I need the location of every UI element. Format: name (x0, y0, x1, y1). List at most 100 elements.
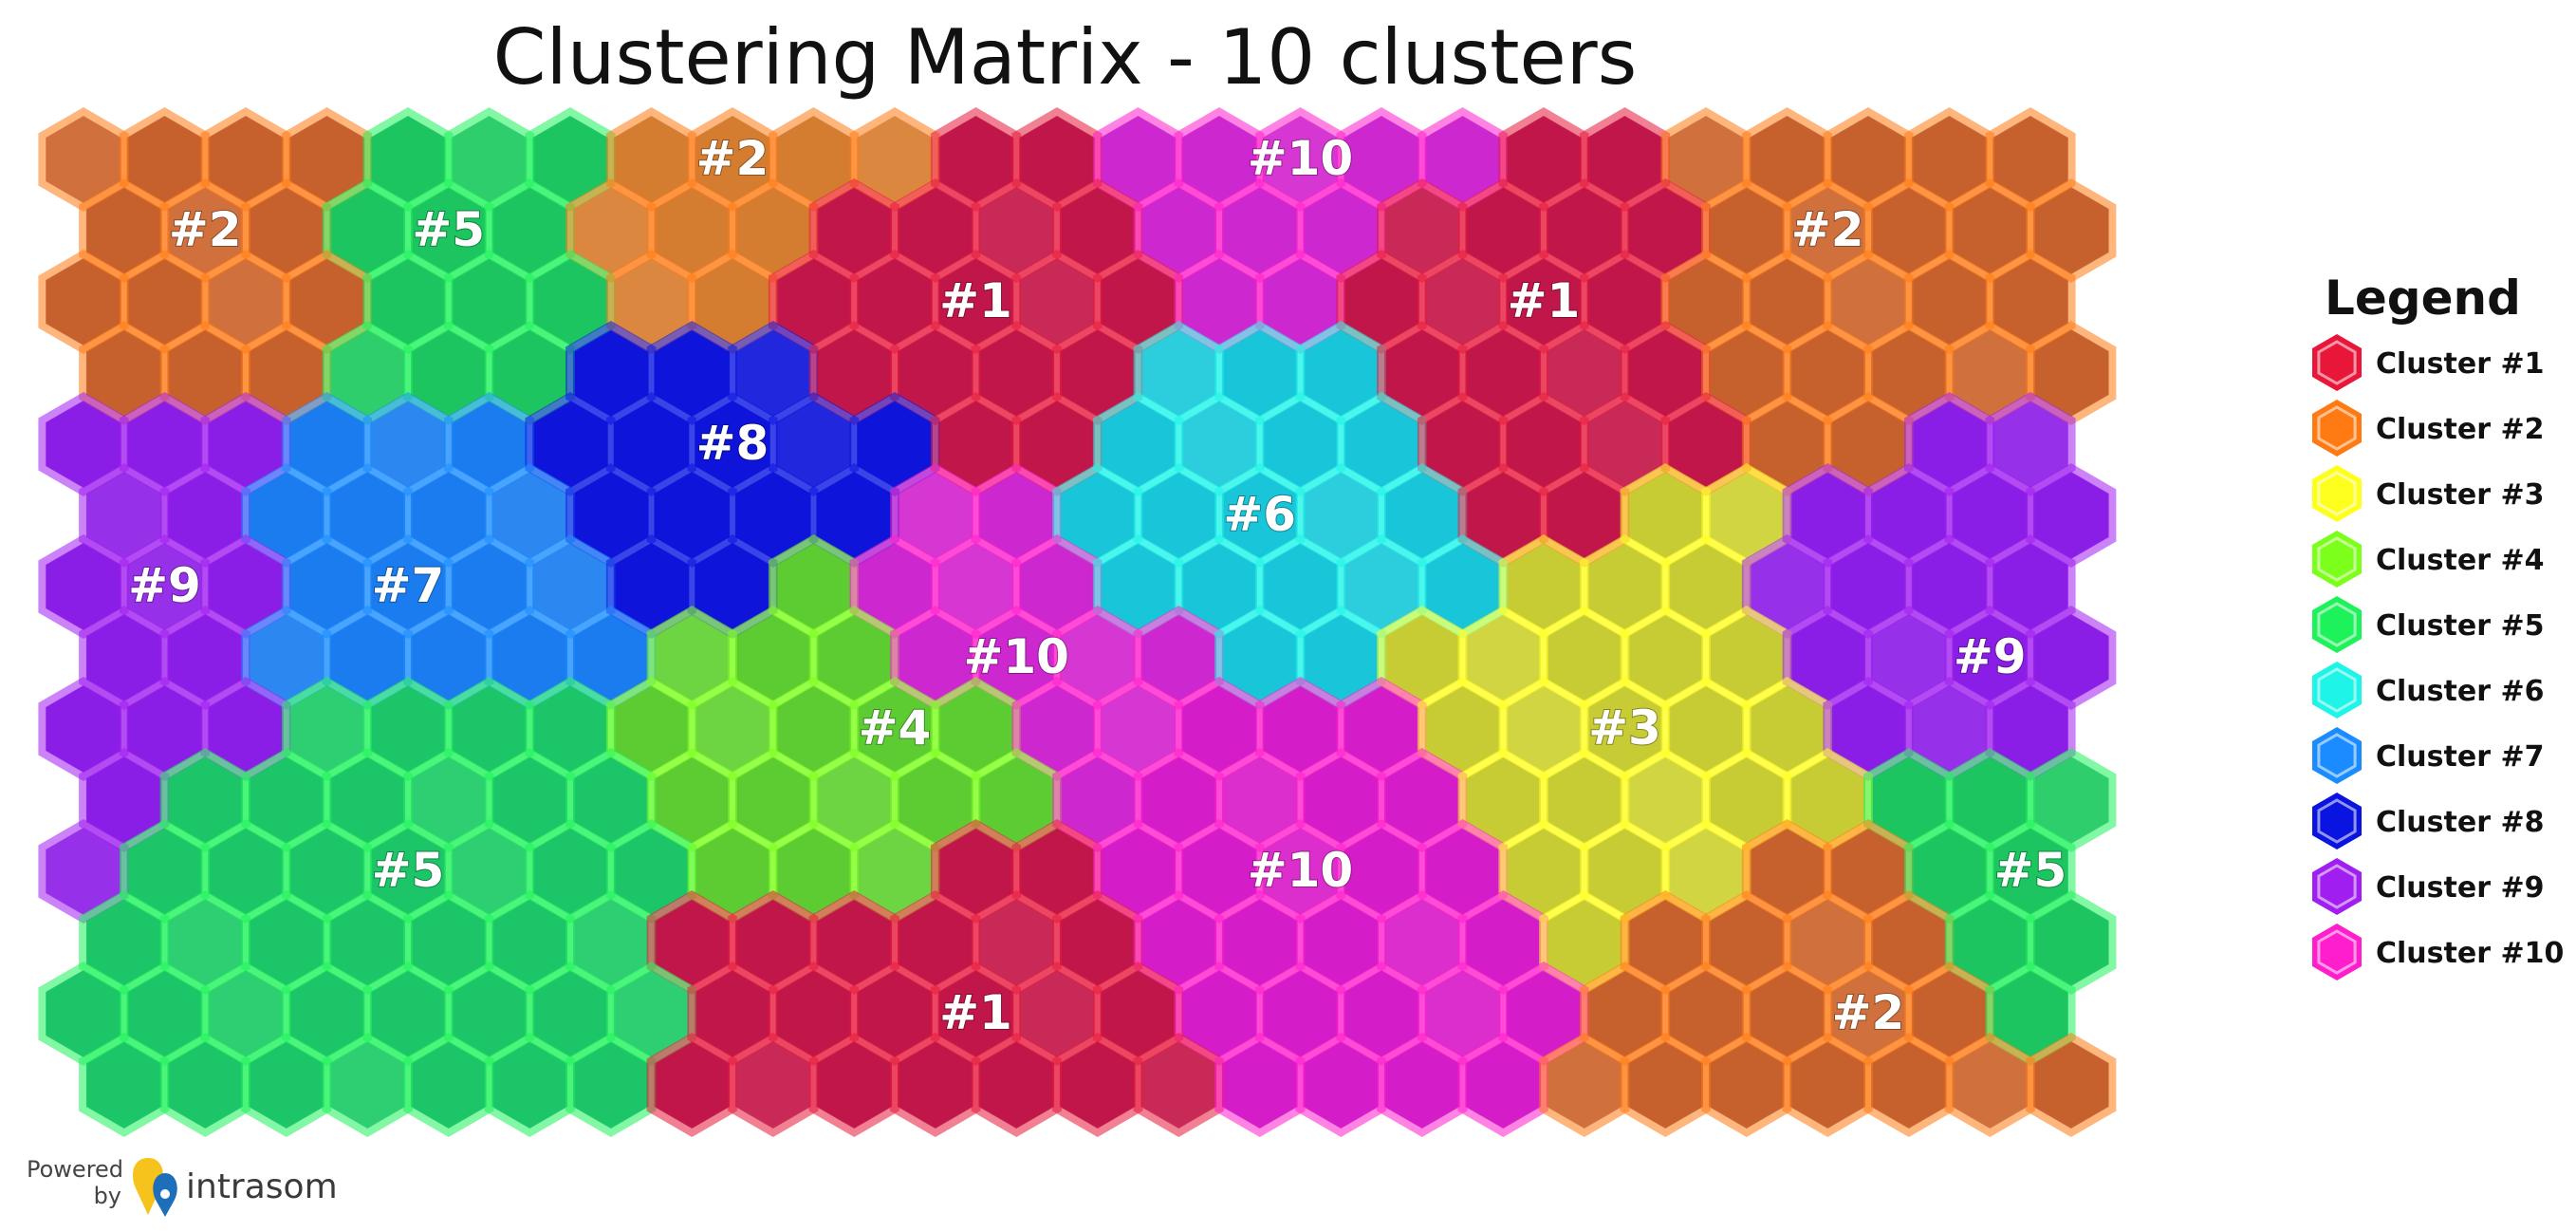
cluster-border-hex (1903, 819, 1995, 924)
cluster-border-hex (1539, 321, 1630, 425)
cluster-border-hex (1903, 961, 1995, 1066)
cluster-border-hex (1011, 534, 1103, 639)
cluster-border-hex (525, 107, 616, 212)
cluster-border-hex (403, 890, 494, 995)
cluster-border-hex (930, 250, 1022, 354)
cluster-border-hex (971, 748, 1062, 852)
cluster-border-hex (525, 677, 616, 781)
cluster-border-hex (1133, 178, 1224, 283)
cluster-border-hex (1903, 392, 1995, 496)
cluster-border-hex (443, 392, 535, 496)
cluster-border-hex (1174, 107, 1265, 212)
cluster-border-hex (1457, 748, 1548, 852)
cluster-border-hex (971, 1033, 1062, 1137)
cluster-border-hex (241, 748, 332, 852)
cluster-border-hex (808, 606, 899, 710)
cluster-region-label: #1 (939, 273, 1012, 328)
cluster-border-hex (281, 392, 373, 496)
cluster-border-hex (1214, 463, 1306, 568)
cluster-border-hex (768, 961, 860, 1066)
cluster-border-hex (403, 606, 494, 710)
cluster-border-hex (1579, 392, 1671, 496)
cluster-border-hex (1660, 392, 1751, 496)
cluster-border-hex (1903, 250, 1995, 354)
cluster-border-hex (1498, 534, 1589, 639)
cluster-border-hex (728, 1033, 819, 1137)
cluster-border-hex (1863, 748, 1955, 852)
cluster-border-hex (687, 392, 778, 496)
cluster-border-hex (1092, 107, 1184, 212)
cluster-border-hex (200, 534, 291, 639)
cluster-border-hex (605, 392, 697, 496)
cluster-border-hex (1214, 606, 1306, 710)
cluster-border-hex (525, 392, 616, 496)
cluster-border-hex (971, 890, 1062, 995)
cluster-border-hex (322, 890, 413, 995)
powered-text: Powered (27, 1156, 124, 1183)
cluster-border-hex (768, 250, 860, 354)
cluster-border-hex (403, 178, 494, 283)
cluster-border-hex (443, 250, 535, 354)
cluster-border-hex (1944, 890, 2035, 995)
cluster-border-hex (1660, 961, 1751, 1066)
cluster-border-hex (930, 677, 1022, 781)
cluster-border-hex (1701, 748, 1792, 852)
cluster-border-hex (605, 534, 697, 639)
cluster-border-hex (687, 961, 778, 1066)
cluster-border-hex (1579, 534, 1671, 639)
cluster-border-hex (728, 606, 819, 710)
cluster-border-hex (1011, 250, 1103, 354)
cluster-border-hex (484, 748, 575, 852)
cluster-border-hex (322, 748, 413, 852)
cluster-border-hex (728, 178, 819, 283)
cluster-border-hex (1254, 961, 1346, 1066)
cluster-border-hex (808, 178, 899, 283)
cluster-border-hex (403, 463, 494, 568)
cluster-border-hex (1377, 1033, 1468, 1137)
cluster-border-hex (1620, 606, 1711, 710)
cluster-border-hex (1579, 677, 1671, 781)
cluster-border-hex (1539, 1033, 1630, 1137)
cluster-border-hex (241, 178, 332, 283)
cluster-border-hex (1457, 463, 1548, 568)
cluster-border-hex (200, 392, 291, 496)
cluster-border-hex (808, 321, 899, 425)
cluster-border-hex (1133, 748, 1224, 852)
cluster-border-hex (1417, 677, 1509, 781)
cluster-border-hex (1336, 961, 1427, 1066)
cluster-border-hex (1660, 677, 1751, 781)
cluster-border-hex (484, 178, 575, 283)
cluster-border-hex (1498, 250, 1589, 354)
cluster-border-hex (890, 1033, 981, 1137)
cluster-border-hex (119, 534, 211, 639)
cluster-border-hex (1863, 321, 1955, 425)
cluster-border-hex (849, 961, 940, 1066)
cluster-border-hex (1944, 463, 2035, 568)
cluster-border-hex (1377, 748, 1468, 852)
cluster-border-hex (362, 250, 454, 354)
cluster-border-hex (1741, 677, 1833, 781)
cluster-border-hex (1295, 463, 1386, 568)
cluster-border-hex (1377, 606, 1468, 710)
cluster-border-hex (159, 890, 250, 995)
cluster-border-hex (1903, 677, 1995, 781)
cluster-region-label: #6 (1223, 487, 1296, 542)
cluster-border-hex (1133, 1033, 1224, 1137)
cluster-border-hex (1214, 321, 1306, 425)
cluster-border-hex (1174, 250, 1265, 354)
cluster-border-hex (1579, 819, 1671, 924)
cluster-border-hex (605, 961, 697, 1066)
cluster-border-hex (1052, 890, 1143, 995)
cluster-border-hex (362, 819, 454, 924)
by-text: by (93, 1183, 121, 1209)
cluster-border-hex (1701, 178, 1792, 283)
cluster-border-hex (808, 890, 899, 995)
cluster-border-hex (565, 1033, 657, 1137)
cluster-border-hex (1660, 107, 1751, 212)
cluster-border-hex (1539, 606, 1630, 710)
cluster-border-hex (728, 748, 819, 852)
cluster-border-hex (1660, 534, 1751, 639)
cluster-border-hex (1417, 961, 1509, 1066)
cluster-border-hex (1498, 392, 1589, 496)
